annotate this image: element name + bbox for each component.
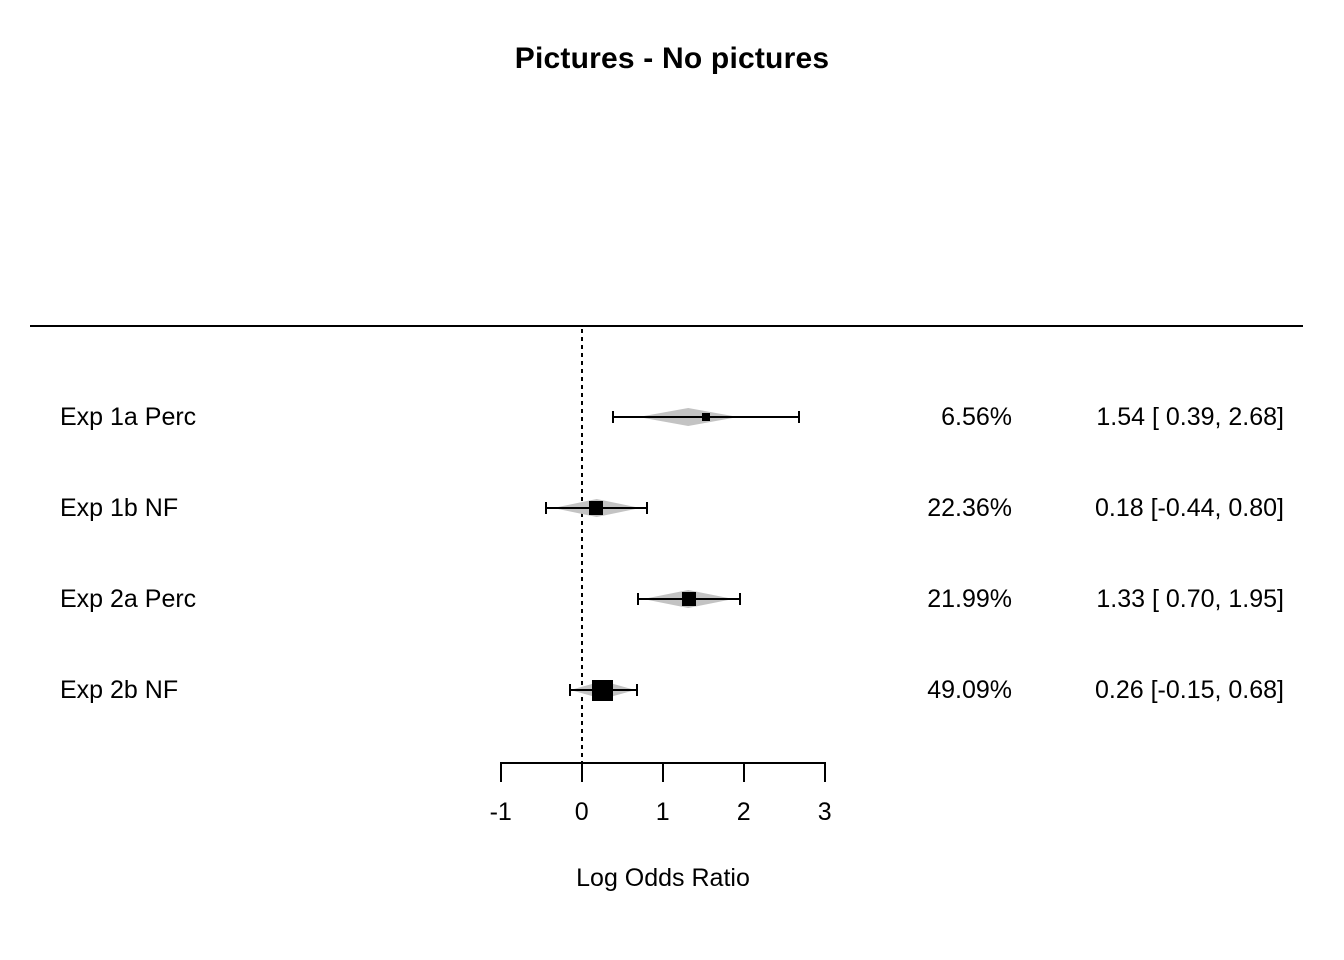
estimate-ci-value: 1.54 [ 0.39, 2.68] (1096, 403, 1284, 431)
point-estimate-square (682, 592, 697, 606)
weight-value: 49.09% (927, 676, 1012, 704)
point-estimate-square (592, 679, 614, 701)
x-tick-label: 1 (655, 798, 670, 826)
ci-line (569, 689, 637, 691)
ci-cap-right (635, 684, 638, 696)
x-tick-mark (580, 762, 583, 782)
header-rule (30, 325, 1303, 327)
x-axis-title: Log Odds Ratio (576, 864, 750, 892)
study-label: Exp 1b NF (60, 494, 179, 522)
study-label: Exp 2a Perc (60, 585, 197, 613)
ci-cap-left (568, 684, 571, 696)
estimate-ci-value: 1.33 [ 0.70, 1.95] (1096, 585, 1284, 613)
estimate-ci-value: 0.26 [-0.15, 0.68] (1094, 676, 1284, 704)
shrinkage-diamond (553, 499, 640, 517)
study-label: Exp 2b NF (60, 676, 179, 704)
study-label: Exp 1a Perc (60, 403, 197, 431)
weight-value: 21.99% (927, 585, 1012, 613)
x-tick-label: 3 (817, 798, 832, 826)
ci-cap-right (797, 411, 800, 423)
ci-cap-left (545, 502, 548, 514)
x-tick-label: 2 (736, 798, 751, 826)
ci-cap-right (738, 593, 741, 605)
estimate-ci-value: 0.18 [-0.44, 0.80] (1094, 494, 1284, 522)
x-tick-mark (823, 762, 826, 782)
x-tick-label: 0 (574, 798, 589, 826)
ci-line (546, 507, 647, 509)
point-estimate-square (702, 413, 711, 421)
x-tick-mark (661, 762, 664, 782)
ci-cap-right (645, 502, 648, 514)
x-tick-mark (499, 762, 502, 782)
ci-cap-left (637, 593, 640, 605)
weight-value: 6.56% (941, 403, 1012, 431)
x-tick-mark (742, 762, 745, 782)
shrinkage-diamond (638, 408, 739, 426)
shrinkage-diamond (643, 590, 734, 608)
plot-title: Pictures - No pictures (514, 42, 830, 75)
zero-reference-line (581, 329, 583, 762)
point-estimate-square (589, 501, 604, 515)
x-tick-label: -1 (489, 798, 512, 826)
weight-value: 22.36% (927, 494, 1012, 522)
ci-cap-left (612, 411, 615, 423)
ci-line (638, 598, 740, 600)
ci-line (613, 416, 799, 418)
